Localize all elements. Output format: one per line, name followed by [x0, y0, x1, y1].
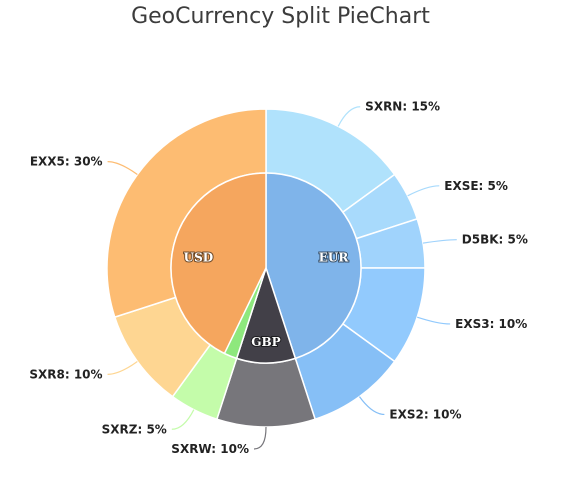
connector-exse	[407, 185, 440, 197]
label-exs2: EXS2: 10%	[389, 407, 461, 421]
chart-title: GeoCurrency Split PieChart	[131, 4, 430, 29]
label-exx5: EXX5: 30%	[30, 155, 103, 169]
label-sxrn: SXRN: 15%	[365, 100, 440, 114]
label-exs3: EXS3: 10%	[455, 317, 527, 331]
label-exse: EXSE: 5%	[444, 179, 508, 193]
slice-labels: SXRN: 15% EXSE: 5% D5BK: 5% EXS3: 10% EXS2: …	[29, 100, 528, 456]
inner-label-usd: USD	[184, 250, 214, 264]
inner-label-gbp: GBP	[251, 335, 280, 349]
label-sxrz: SXRZ: 5%	[102, 422, 167, 436]
label-sxrw: SXRW: 10%	[171, 442, 249, 456]
label-connectors	[107, 106, 457, 450]
outer-ring	[106, 108, 426, 428]
inner-label-eur: EUR	[319, 250, 350, 264]
inner-pie	[170, 172, 362, 364]
connector-sxrn	[337, 106, 361, 127]
connector-d5bk	[422, 239, 457, 244]
label-d5bk: D5BK: 5%	[462, 233, 528, 247]
connector-exx5	[107, 161, 138, 176]
connector-exs3	[417, 316, 451, 325]
connector-exs2	[358, 396, 385, 416]
connector-sxrz	[171, 409, 195, 430]
inner-slice-eur[interactable]	[265, 172, 362, 360]
inner-slice-usd[interactable]	[170, 172, 267, 360]
connector-sxrw	[253, 426, 267, 450]
inner-slice-usd-highlight[interactable]	[223, 267, 267, 360]
inner-slice-labels: EUR GBP USD	[183, 249, 351, 350]
label-sxr8: SXR8: 10%	[29, 367, 102, 381]
connector-sxr8	[107, 360, 138, 375]
